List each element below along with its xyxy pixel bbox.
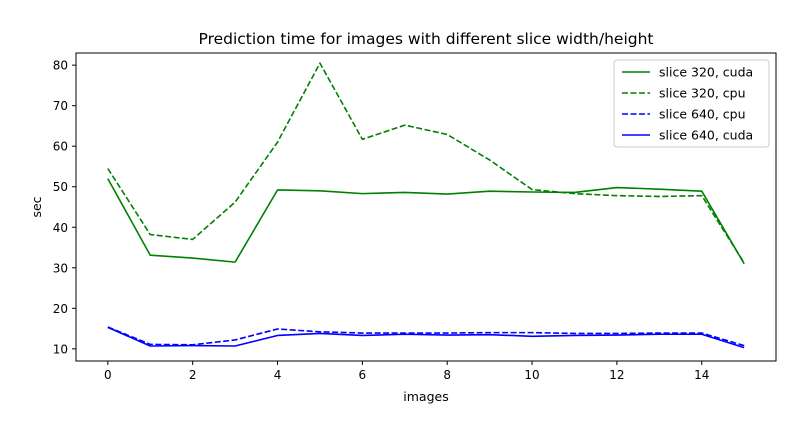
- x-tick-label: 12: [609, 368, 624, 382]
- series-line-slice-640-cpu: [107, 326, 745, 347]
- x-axis: 0 2 4 6 8 10 12 14: [104, 361, 709, 382]
- x-tick-label: 0: [104, 368, 112, 382]
- x-tick-label: 4: [274, 368, 282, 382]
- legend-label: slice 320, cpu: [659, 86, 746, 101]
- y-axis: 10 20 30 40 50 60 70 80: [53, 59, 76, 356]
- legend-box: [613, 59, 770, 148]
- x-tick-label: 6: [359, 368, 367, 382]
- plot-area: [107, 62, 745, 349]
- y-tick-label: 20: [53, 302, 68, 316]
- x-axis-label: images: [403, 389, 448, 404]
- legend: slice 320, cuda slice 320, cpu slice 640, …: [613, 59, 770, 148]
- x-tick-label: 10: [524, 368, 539, 382]
- y-tick-label: 30: [53, 261, 68, 275]
- x-tick-label: 8: [443, 368, 451, 382]
- y-axis-label: sec: [29, 196, 44, 217]
- y-tick-label: 50: [53, 180, 68, 194]
- legend-label: slice 640, cpu: [659, 107, 746, 122]
- y-tick-label: 60: [53, 140, 68, 154]
- y-tick-label: 10: [53, 342, 68, 356]
- y-tick-label: 80: [53, 59, 68, 73]
- y-tick-label: 40: [53, 221, 68, 235]
- series-line-slice-320-cuda: [107, 178, 745, 265]
- x-tick-label: 2: [189, 368, 197, 382]
- legend-label: slice 320, cuda: [659, 65, 753, 80]
- x-tick-label: 14: [694, 368, 709, 382]
- legend-label: slice 640, cuda: [659, 128, 753, 143]
- plot-frame: [75, 52, 777, 362]
- chart-title: Prediction time for images with differen…: [199, 30, 654, 48]
- series-line-slice-320-cpu: [107, 62, 745, 264]
- series-line-slice-640-cuda: [107, 326, 745, 349]
- y-tick-label: 70: [53, 99, 68, 113]
